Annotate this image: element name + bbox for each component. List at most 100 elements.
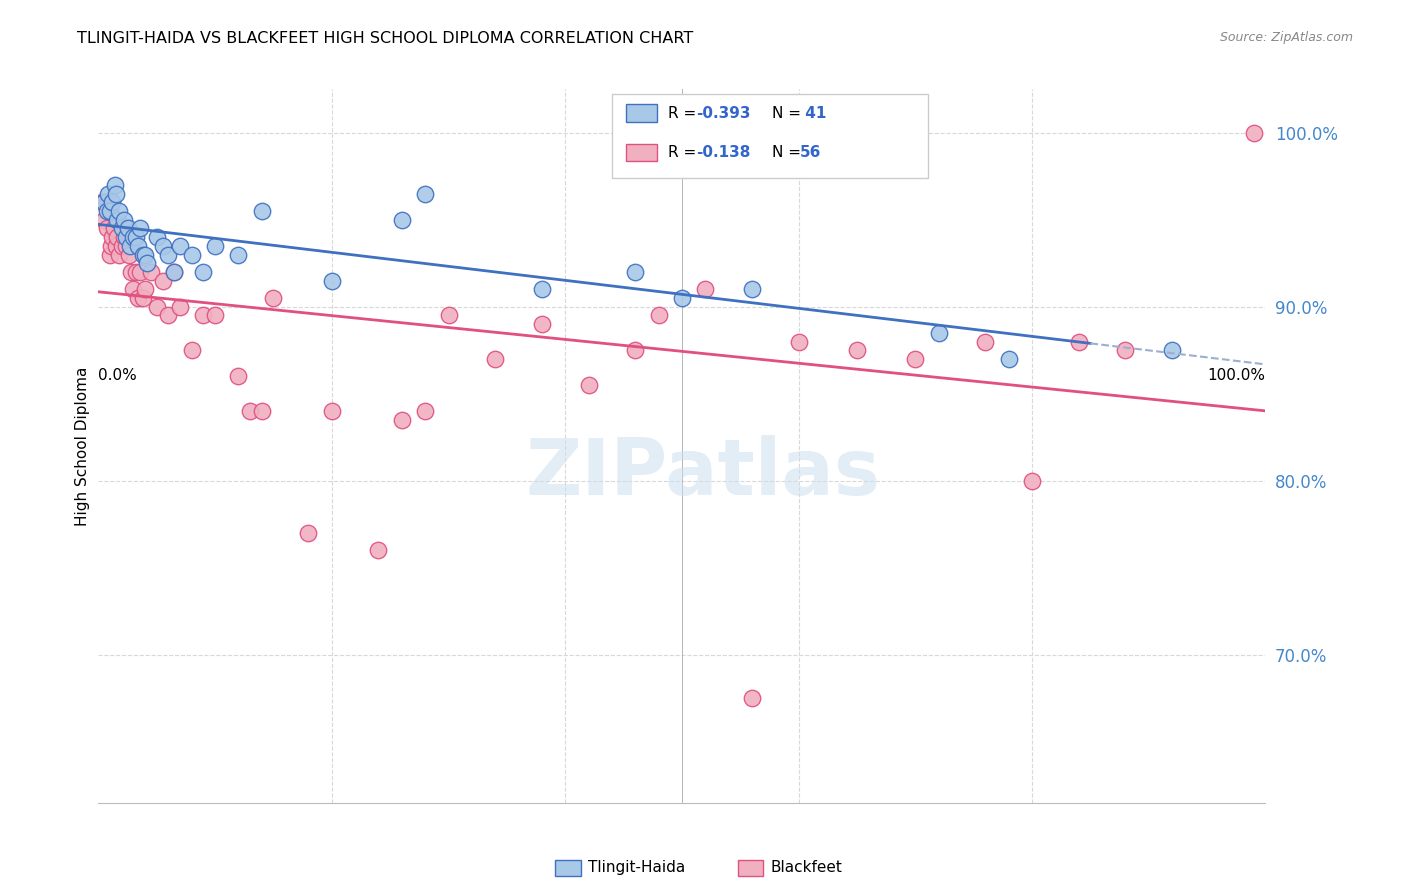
Point bbox=[169, 300, 191, 314]
Point bbox=[100, 239, 122, 253]
Point bbox=[101, 195, 124, 210]
Point bbox=[1243, 126, 1265, 140]
Text: -0.393: -0.393 bbox=[696, 106, 751, 120]
Point bbox=[169, 239, 191, 253]
Point bbox=[127, 291, 149, 305]
Point bbox=[127, 239, 149, 253]
Point bbox=[111, 239, 134, 253]
Point bbox=[250, 404, 273, 418]
Point bbox=[787, 334, 810, 349]
Point bbox=[180, 247, 202, 261]
Text: Source: ZipAtlas.com: Source: ZipAtlas.com bbox=[1219, 31, 1353, 45]
Point bbox=[228, 247, 250, 261]
Point bbox=[90, 195, 112, 210]
Point bbox=[204, 239, 226, 253]
Point bbox=[146, 300, 169, 314]
Point bbox=[671, 291, 693, 305]
Text: -0.138: -0.138 bbox=[696, 145, 751, 160]
Point bbox=[1114, 343, 1136, 358]
Point bbox=[228, 369, 250, 384]
Text: 56: 56 bbox=[800, 145, 821, 160]
Point bbox=[413, 186, 436, 201]
Point bbox=[105, 212, 128, 227]
Text: N =: N = bbox=[772, 106, 806, 120]
Point bbox=[321, 404, 343, 418]
Point bbox=[1161, 343, 1184, 358]
Point bbox=[129, 265, 152, 279]
Y-axis label: High School Diploma: High School Diploma bbox=[75, 367, 90, 525]
Point bbox=[104, 239, 127, 253]
Point bbox=[122, 282, 145, 296]
Point bbox=[98, 204, 121, 219]
Point bbox=[624, 265, 647, 279]
Point bbox=[262, 291, 284, 305]
Point bbox=[239, 404, 262, 418]
Point bbox=[157, 247, 180, 261]
Point bbox=[146, 230, 169, 244]
Point bbox=[530, 282, 553, 296]
Point bbox=[741, 691, 763, 706]
Point bbox=[120, 265, 142, 279]
Point bbox=[101, 230, 124, 244]
Point bbox=[129, 221, 152, 235]
Point bbox=[163, 265, 186, 279]
Point bbox=[132, 247, 155, 261]
Text: 41: 41 bbox=[800, 106, 827, 120]
Point bbox=[484, 351, 506, 366]
Point bbox=[118, 247, 141, 261]
Point bbox=[96, 204, 118, 219]
Point bbox=[647, 309, 669, 323]
Point bbox=[112, 212, 135, 227]
Point bbox=[695, 282, 717, 296]
Point bbox=[974, 334, 997, 349]
Point bbox=[741, 282, 763, 296]
Point bbox=[134, 282, 156, 296]
Point bbox=[93, 212, 115, 227]
Point bbox=[928, 326, 950, 340]
Point bbox=[578, 378, 600, 392]
Point bbox=[98, 247, 121, 261]
Point bbox=[96, 221, 118, 235]
Text: N =: N = bbox=[772, 145, 806, 160]
Point bbox=[134, 247, 156, 261]
Text: Tlingit-Haida: Tlingit-Haida bbox=[588, 861, 685, 875]
Point bbox=[530, 317, 553, 331]
Point bbox=[413, 404, 436, 418]
Point bbox=[93, 195, 115, 210]
Point bbox=[111, 221, 134, 235]
Point bbox=[104, 186, 127, 201]
Point bbox=[391, 413, 413, 427]
Point bbox=[105, 230, 128, 244]
Point bbox=[152, 274, 174, 288]
Text: R =: R = bbox=[668, 145, 702, 160]
Point bbox=[139, 265, 162, 279]
Text: R =: R = bbox=[668, 106, 702, 120]
Text: 0.0%: 0.0% bbox=[98, 368, 138, 384]
Point bbox=[136, 256, 159, 270]
Text: TLINGIT-HAIDA VS BLACKFEET HIGH SCHOOL DIPLOMA CORRELATION CHART: TLINGIT-HAIDA VS BLACKFEET HIGH SCHOOL D… bbox=[77, 31, 693, 46]
Point bbox=[180, 343, 202, 358]
Point bbox=[904, 351, 927, 366]
Point bbox=[437, 309, 460, 323]
Point bbox=[846, 343, 869, 358]
Point bbox=[112, 230, 135, 244]
Point bbox=[125, 265, 148, 279]
Text: Blackfeet: Blackfeet bbox=[770, 861, 842, 875]
Point bbox=[193, 309, 215, 323]
Point bbox=[115, 230, 138, 244]
Point bbox=[193, 265, 215, 279]
Text: 100.0%: 100.0% bbox=[1208, 368, 1265, 384]
Point bbox=[103, 221, 125, 235]
Point bbox=[624, 343, 647, 358]
Point bbox=[125, 230, 148, 244]
Point bbox=[104, 178, 127, 192]
Point bbox=[157, 309, 180, 323]
Point bbox=[321, 274, 343, 288]
Point bbox=[108, 247, 131, 261]
Point bbox=[152, 239, 174, 253]
Point bbox=[117, 221, 139, 235]
Point bbox=[1067, 334, 1090, 349]
Point bbox=[1021, 474, 1043, 488]
Point bbox=[367, 543, 389, 558]
Point bbox=[204, 309, 226, 323]
